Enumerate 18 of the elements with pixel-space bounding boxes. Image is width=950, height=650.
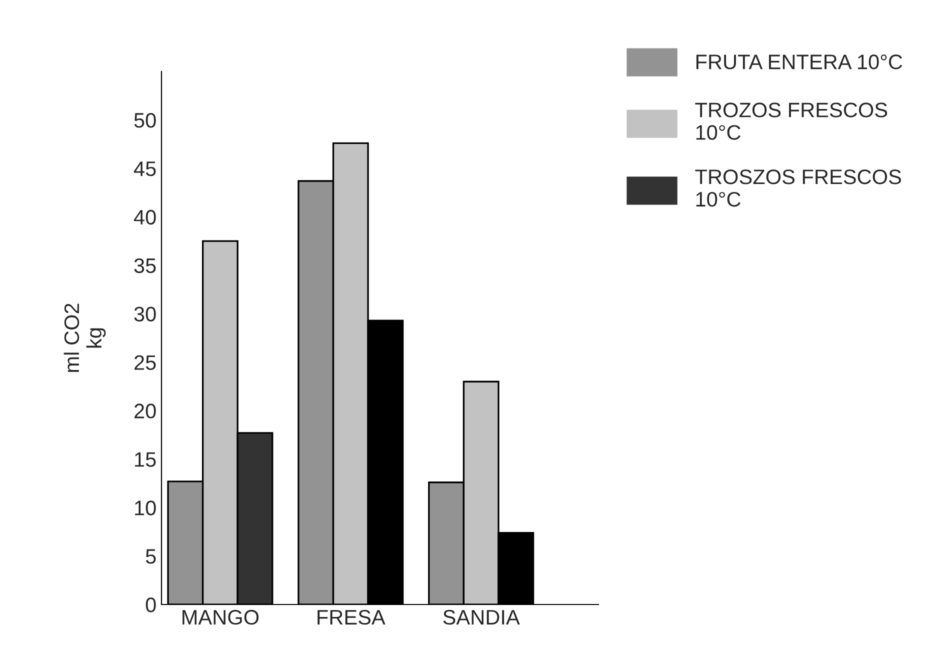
y-tick-label: 40 (134, 210, 156, 225)
x-tick-label: MANGO (182, 610, 259, 625)
legend-label: TROZOS FRESCOS 10°C (695, 102, 888, 140)
y-tick-label: 50 (134, 112, 156, 128)
y-axis-title: ml CO2 kg (64, 304, 106, 372)
legend-label: TROSZOS FRESCOS 10°C (695, 170, 901, 207)
y-tick-label: 15 (135, 452, 156, 467)
x-tick-label: FRESA (318, 610, 386, 625)
y-tick-label: 25 (134, 355, 156, 370)
x-tick-label: SANDIA (443, 610, 520, 625)
y-tick-label: 30 (134, 306, 156, 322)
y-tick-label: 10 (135, 500, 156, 516)
y-tick-label: 20 (134, 404, 156, 418)
y-tick-label: 5 (146, 549, 156, 564)
legend-label: FRUTA ENTERA 10°C (696, 54, 902, 70)
y-tick-label: 45 (134, 162, 156, 176)
y-tick-label: 0 (146, 598, 156, 612)
y-tick-label: 35 (134, 258, 156, 274)
